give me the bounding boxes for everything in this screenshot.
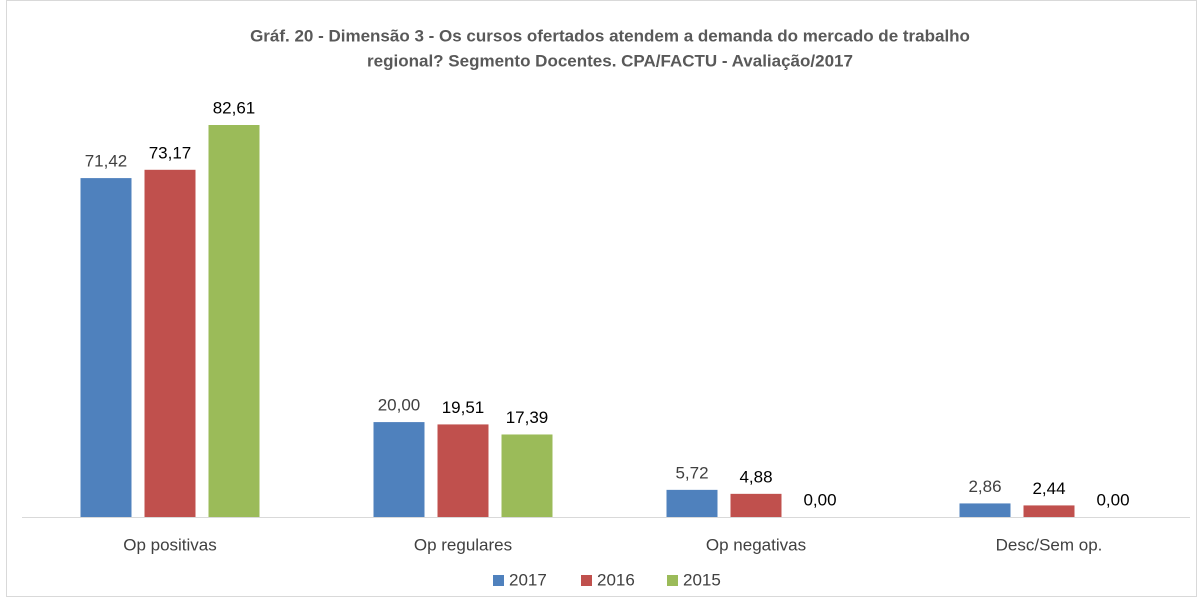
data-label: 17,39 [506, 408, 549, 427]
bar [144, 169, 196, 518]
legend-label: 2016 [597, 570, 635, 589]
legend-swatch [667, 575, 678, 586]
x-tick-label: Op regulares [414, 535, 512, 554]
bar [1023, 505, 1075, 517]
x-tick-label: Op positivas [123, 535, 217, 554]
data-label: 19,51 [442, 398, 485, 417]
bar [373, 422, 425, 517]
data-label: 0,00 [1096, 490, 1129, 509]
chart-title: regional? Segmento Docentes. CPA/FACTU -… [367, 51, 853, 70]
data-label: 5,72 [675, 463, 708, 482]
bar [666, 489, 718, 517]
data-label: 82,61 [213, 98, 256, 117]
data-label: 4,88 [739, 467, 772, 486]
data-label: 73,17 [149, 143, 192, 162]
bar [437, 424, 489, 517]
legend-label: 2017 [509, 570, 547, 589]
bar [208, 125, 260, 517]
chart-title: Gráf. 20 - Dimensão 3 - Os cursos oferta… [250, 26, 970, 45]
bar [959, 503, 1011, 517]
legend-label: 2015 [683, 570, 721, 589]
data-label: 0,00 [803, 490, 836, 509]
bar [730, 493, 782, 517]
x-tick-label: Op negativas [706, 535, 806, 554]
x-tick-label: Desc/Sem op. [996, 535, 1103, 554]
data-label: 71,42 [85, 152, 128, 171]
data-label: 2,86 [968, 477, 1001, 496]
bar [80, 178, 132, 517]
legend-swatch [581, 575, 592, 586]
chart-border [6, 0, 1197, 597]
data-label: 20,00 [378, 396, 421, 415]
data-label: 2,44 [1032, 479, 1065, 498]
legend-swatch [493, 575, 504, 586]
bar [501, 434, 553, 517]
